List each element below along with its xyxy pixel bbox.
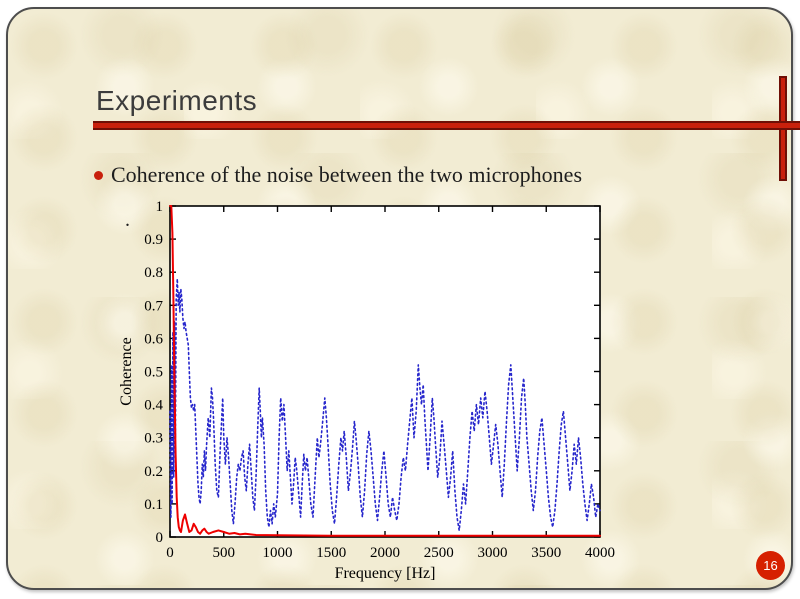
coherence-chart-svg: 0 500 1000 1500 2000 2500 3000 3500 4000 0 0.1 0.2 0… — [118, 199, 615, 582]
svg-text:0.8: 0.8 — [144, 265, 163, 281]
svg-text:3000: 3000 — [478, 545, 508, 561]
svg-text:4000: 4000 — [585, 545, 615, 561]
stray-period-mark: . — [125, 209, 130, 231]
svg-text:0.7: 0.7 — [144, 298, 163, 314]
svg-text:0.6: 0.6 — [144, 331, 163, 347]
svg-text:Coherence: Coherence — [118, 337, 135, 405]
svg-text:500: 500 — [213, 545, 236, 561]
svg-text:0.5: 0.5 — [144, 365, 163, 381]
svg-text:0.4: 0.4 — [144, 398, 163, 414]
svg-text:0: 0 — [156, 530, 164, 546]
svg-text:2000: 2000 — [370, 545, 400, 561]
bullet-item: Coherence of the noise between the two m… — [94, 162, 582, 188]
slide-title: Experiments — [96, 85, 258, 116]
svg-text:0: 0 — [166, 545, 174, 561]
svg-text:1500: 1500 — [316, 545, 346, 561]
svg-text:0.9: 0.9 — [144, 232, 163, 248]
page-number: 16 — [763, 558, 778, 573]
title-rule-horizontal-bar — [93, 121, 800, 130]
svg-text:2500: 2500 — [424, 545, 454, 561]
page-number-badge: 16 — [756, 551, 785, 580]
slide: Experiments Coherence of the noise betwe… — [6, 7, 800, 592]
svg-text:0.2: 0.2 — [144, 464, 163, 480]
svg-text:0.1: 0.1 — [144, 497, 163, 513]
svg-text:1000: 1000 — [263, 545, 293, 561]
svg-text:0.3: 0.3 — [144, 431, 163, 447]
bullet-text: Coherence of the noise between the two m… — [111, 162, 583, 187]
svg-text:1: 1 — [156, 199, 164, 215]
bullet-dot-icon — [94, 171, 103, 180]
svg-text:3500: 3500 — [531, 545, 561, 561]
coherence-chart: 0 500 1000 1500 2000 2500 3000 3500 4000 0 0.1 0.2 0… — [118, 192, 618, 592]
svg-text:Frequency [Hz]: Frequency [Hz] — [335, 565, 436, 582]
